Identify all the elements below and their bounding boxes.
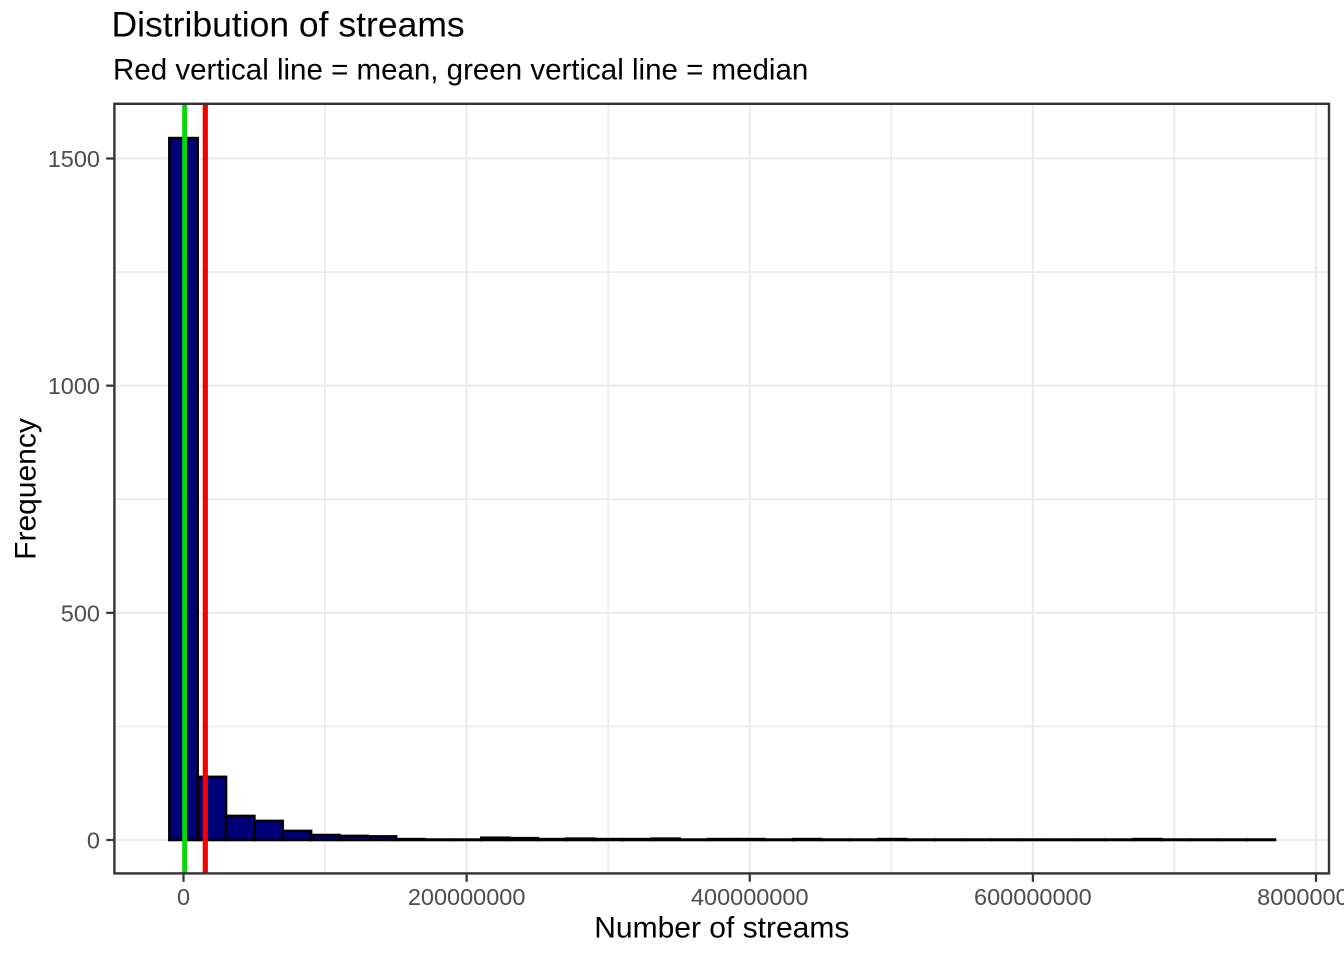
svg-text:0: 0 bbox=[177, 884, 190, 910]
svg-text:Red vertical line = mean, gree: Red vertical line = mean, green vertical… bbox=[113, 54, 808, 87]
svg-text:600000000: 600000000 bbox=[974, 884, 1092, 910]
svg-text:Frequency: Frequency bbox=[10, 418, 43, 560]
svg-text:200000000: 200000000 bbox=[408, 884, 526, 910]
svg-text:Distribution of streams: Distribution of streams bbox=[112, 5, 465, 45]
svg-text:1500: 1500 bbox=[48, 146, 100, 172]
svg-text:400000000: 400000000 bbox=[691, 884, 809, 910]
svg-text:Number of streams: Number of streams bbox=[594, 912, 849, 945]
svg-text:1000: 1000 bbox=[48, 373, 100, 399]
svg-text:0: 0 bbox=[87, 828, 100, 854]
svg-text:800000000: 800000000 bbox=[1257, 884, 1344, 910]
svg-text:500: 500 bbox=[61, 600, 100, 626]
